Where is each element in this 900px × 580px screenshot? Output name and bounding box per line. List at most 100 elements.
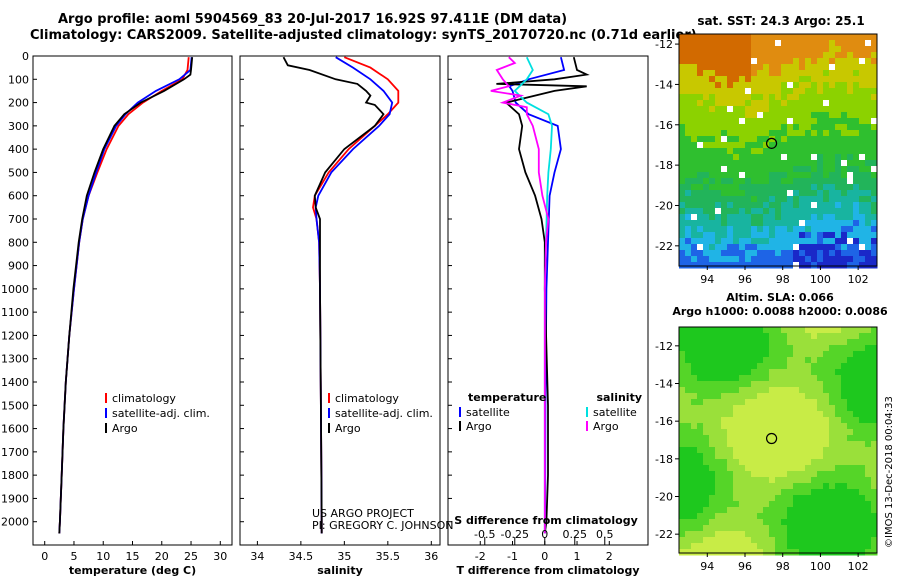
heatmap-cell: [865, 333, 872, 340]
heatmap-cell: [703, 52, 710, 59]
heatmap-cell: [829, 232, 836, 239]
heatmap-cell: [751, 399, 758, 406]
heatmap-cell: [697, 333, 704, 340]
heatmap-cell: [691, 339, 698, 346]
heatmap-cell: [721, 46, 728, 53]
heatmap-cell: [841, 262, 848, 269]
heatmap-cell: [817, 202, 824, 209]
heatmap-cell: [829, 423, 836, 430]
y-tick-label: 1100: [1, 306, 29, 319]
heatmap-cell: [781, 136, 788, 143]
heatmap-cell: [793, 531, 800, 538]
heatmap-cell: [709, 106, 716, 113]
heatmap-cell: [739, 256, 746, 263]
heatmap-cell: [829, 136, 836, 143]
heatmap-cell: [739, 154, 746, 161]
heatmap-cell: [697, 94, 704, 101]
heatmap-cell: [721, 262, 728, 269]
heatmap-cell: [751, 459, 758, 466]
heatmap-cell: [775, 537, 782, 544]
heatmap-cell: [871, 244, 878, 251]
heatmap-cell: [745, 238, 752, 245]
heatmap-cell: [679, 148, 686, 155]
heatmap-cell: [775, 238, 782, 245]
heatmap-cell: [763, 154, 770, 161]
heatmap-cell: [805, 339, 812, 346]
heatmap-cell: [775, 46, 782, 53]
heatmap-cell: [853, 154, 860, 161]
heatmap-cell: [811, 453, 818, 460]
heatmap-cell: [787, 220, 794, 227]
heatmap-cell: [841, 327, 848, 334]
heatmap-cell: [745, 417, 752, 424]
heatmap-cell: [829, 34, 836, 41]
heatmap-cell: [697, 130, 704, 137]
heatmap-cell: [733, 453, 740, 460]
heatmap-cell: [751, 453, 758, 460]
heatmap-cell: [721, 507, 728, 514]
heatmap-cell: [841, 531, 848, 538]
heatmap-cell: [835, 453, 842, 460]
heatmap-cell: [823, 519, 830, 526]
heatmap-cell: [853, 423, 860, 430]
heatmap-cell: [775, 399, 782, 406]
heatmap-cell: [811, 525, 818, 532]
heatmap-cell: [775, 148, 782, 155]
heatmap-cell: [853, 184, 860, 191]
heatmap-cell: [787, 64, 794, 71]
heatmap-cell: [751, 435, 758, 442]
heatmap-cell: [733, 429, 740, 436]
heatmap-cell: [745, 447, 752, 454]
heatmap-cell: [679, 549, 686, 556]
heatmap-cell: [757, 333, 764, 340]
heatmap-cell: [775, 411, 782, 418]
heatmap-cell: [691, 142, 698, 149]
heatmap-cell: [721, 220, 728, 227]
heatmap-cell: [799, 507, 806, 514]
heatmap-cell: [817, 190, 824, 197]
heatmap-cell: [841, 483, 848, 490]
heatmap-cell: [685, 363, 692, 370]
heatmap-cell: [775, 339, 782, 346]
heatmap-cell: [817, 393, 824, 400]
heatmap-cell: [679, 465, 686, 472]
heatmap-cell: [751, 531, 758, 538]
heatmap-cell: [685, 208, 692, 215]
heatmap-cell: [811, 501, 818, 508]
heatmap-cell: [685, 112, 692, 119]
heatmap-cell: [775, 58, 782, 65]
heatmap-cell: [697, 238, 704, 245]
heatmap-cell: [775, 333, 782, 340]
heatmap-cell: [805, 136, 812, 143]
heatmap-cell: [685, 513, 692, 520]
heatmap-cell: [811, 363, 818, 370]
heatmap-cell: [811, 262, 818, 269]
heatmap-cell: [835, 262, 842, 269]
heatmap-cell: [787, 70, 794, 77]
heatmap-cell: [727, 459, 734, 466]
heatmap-cell: [757, 393, 764, 400]
heatmap-cell: [799, 543, 806, 550]
plot-frame: [32, 55, 233, 546]
x-top-tick-label: -0.25: [501, 528, 529, 541]
heatmap-cell: [811, 76, 818, 83]
pi-label: PI: GREGORY C. JOHNSON: [312, 519, 454, 532]
heatmap-cell: [841, 220, 848, 227]
heatmap-cell: [721, 58, 728, 65]
heatmap-cell: [853, 411, 860, 418]
heatmap-cell: [811, 333, 818, 340]
heatmap-cell: [847, 214, 854, 221]
heatmap-cell: [703, 525, 710, 532]
heatmap-cell: [697, 543, 704, 550]
heatmap-cell: [823, 64, 830, 71]
heatmap-cell: [715, 399, 722, 406]
heatmap-cell: [859, 226, 866, 233]
heatmap-cell: [739, 34, 746, 41]
heatmap-cell: [697, 208, 704, 215]
heatmap-cell: [745, 513, 752, 520]
heatmap-cell: [865, 208, 872, 215]
heatmap-cell: [721, 471, 728, 478]
heatmap-cell: [793, 405, 800, 412]
heatmap-cell: [853, 52, 860, 59]
heatmap-cell: [829, 417, 836, 424]
